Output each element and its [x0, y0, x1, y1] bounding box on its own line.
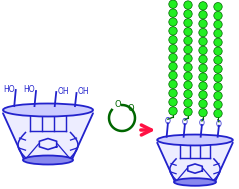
Circle shape [169, 9, 177, 17]
Circle shape [184, 36, 192, 45]
Circle shape [214, 65, 222, 73]
Circle shape [214, 20, 222, 29]
Ellipse shape [174, 178, 216, 186]
Circle shape [214, 100, 222, 109]
Circle shape [199, 2, 207, 10]
Circle shape [184, 108, 192, 116]
Circle shape [184, 63, 192, 72]
Text: O: O [165, 117, 171, 126]
Circle shape [199, 64, 207, 72]
Circle shape [214, 29, 222, 38]
Circle shape [184, 72, 192, 81]
Circle shape [169, 107, 177, 115]
Polygon shape [157, 143, 233, 182]
Text: O: O [114, 100, 121, 109]
Circle shape [214, 83, 222, 91]
Text: HO: HO [23, 85, 35, 94]
Circle shape [184, 19, 192, 27]
Circle shape [214, 109, 222, 118]
Circle shape [199, 100, 207, 108]
Circle shape [184, 54, 192, 63]
Circle shape [169, 44, 177, 53]
Polygon shape [3, 113, 93, 160]
Text: HO: HO [3, 84, 15, 94]
Circle shape [199, 108, 207, 117]
Text: O: O [199, 119, 205, 128]
Circle shape [199, 55, 207, 64]
Circle shape [169, 36, 177, 44]
Circle shape [214, 91, 222, 100]
Text: O: O [128, 104, 134, 113]
Circle shape [184, 10, 192, 18]
FancyArrowPatch shape [141, 125, 151, 135]
Circle shape [169, 27, 177, 35]
Circle shape [184, 99, 192, 107]
Text: OH: OH [57, 87, 69, 95]
Circle shape [184, 28, 192, 36]
Circle shape [199, 37, 207, 46]
Circle shape [169, 71, 177, 80]
Circle shape [184, 1, 192, 9]
Circle shape [199, 19, 207, 28]
Circle shape [184, 81, 192, 89]
Circle shape [169, 89, 177, 97]
Circle shape [199, 82, 207, 90]
Circle shape [169, 98, 177, 106]
Text: O: O [182, 118, 188, 127]
Circle shape [169, 80, 177, 88]
Circle shape [169, 53, 177, 62]
Circle shape [199, 28, 207, 37]
Circle shape [199, 11, 207, 19]
Circle shape [169, 18, 177, 26]
Circle shape [214, 11, 222, 20]
Circle shape [184, 45, 192, 54]
Circle shape [184, 90, 192, 98]
Ellipse shape [23, 156, 73, 164]
Circle shape [169, 62, 177, 71]
Circle shape [214, 74, 222, 82]
Circle shape [199, 73, 207, 81]
Circle shape [199, 46, 207, 55]
Circle shape [214, 47, 222, 55]
Text: OH: OH [77, 88, 89, 97]
Circle shape [169, 0, 177, 8]
Circle shape [214, 38, 222, 46]
Text: O: O [216, 120, 222, 129]
Circle shape [214, 56, 222, 64]
Ellipse shape [3, 104, 93, 116]
Ellipse shape [157, 135, 233, 146]
Circle shape [214, 2, 222, 11]
Circle shape [199, 91, 207, 99]
